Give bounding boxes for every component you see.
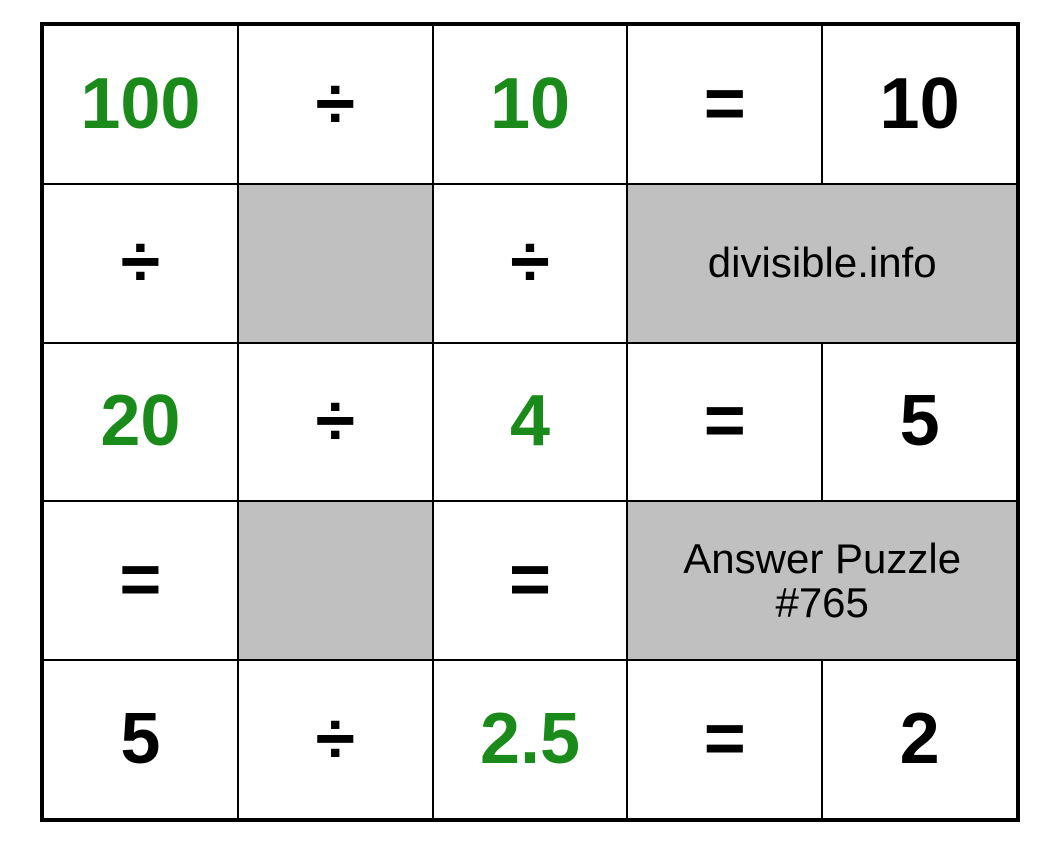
cell-blank-r1c1 (238, 184, 433, 343)
cell-value-r0c4: 10 (822, 25, 1017, 184)
cell-operator-r4c1: ÷ (238, 660, 433, 819)
cell-operator-r4c3: = (627, 660, 822, 819)
cell-operator-r1c0: ÷ (43, 184, 238, 343)
cell-operator-r2c3: = (627, 343, 822, 502)
cell-operator-r3c0: = (43, 501, 238, 660)
cell-value-r4c2: 2.5 (433, 660, 628, 819)
cell-value-r4c4: 2 (822, 660, 1017, 819)
cell-value-r0c2: 10 (433, 25, 628, 184)
cell-value-r2c2: 4 (433, 343, 628, 502)
cell-operator-r2c1: ÷ (238, 343, 433, 502)
cell-value-r4c0: 5 (43, 660, 238, 819)
puzzle-grid: 100÷10=10÷÷divisible.info20÷4=5==Answer … (40, 22, 1020, 822)
cell-operator-r0c1: ÷ (238, 25, 433, 184)
cell-operator-r0c3: = (627, 25, 822, 184)
cell-operator-r3c2: = (433, 501, 628, 660)
cell-value-r2c0: 20 (43, 343, 238, 502)
answer-label: Answer Puzzle #765 (627, 501, 1017, 660)
site-label: divisible.info (627, 184, 1017, 343)
cell-blank-r3c1 (238, 501, 433, 660)
cell-value-r2c4: 5 (822, 343, 1017, 502)
cell-operator-r1c2: ÷ (433, 184, 628, 343)
cell-value-r0c0: 100 (43, 25, 238, 184)
